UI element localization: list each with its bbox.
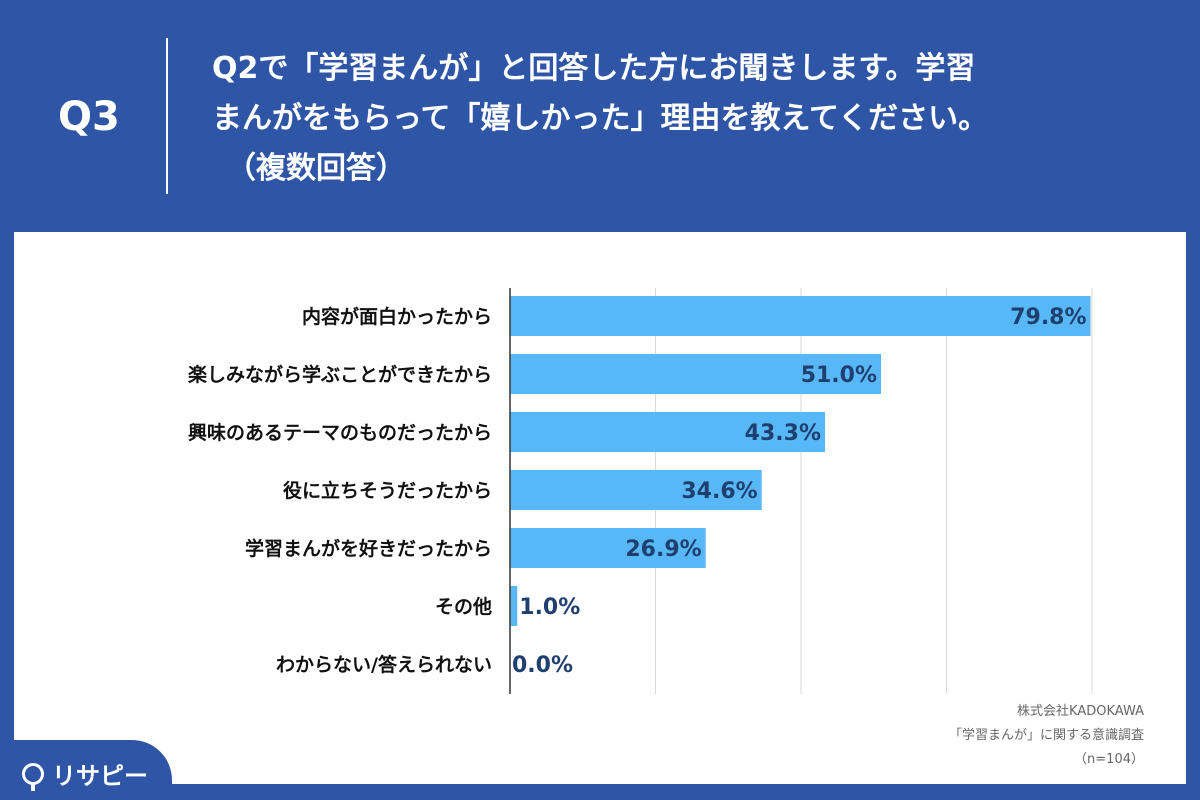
question-text: Q2で「学習まんが」と回答した方にお聞きします。学習 まんがをもらって「嬉しかっ… (212, 44, 1162, 194)
header-divider (166, 38, 168, 194)
category-label: その他 (435, 595, 492, 618)
source-sample-size: （n=104） (1074, 752, 1144, 767)
value-label: 51.0% (801, 363, 877, 388)
brand-logo: リサピー (22, 756, 148, 791)
bar (510, 470, 762, 510)
question-number: Q3 (58, 94, 120, 140)
value-label: 0.0% (512, 653, 573, 678)
header: Q3 Q2で「学習まんが」と回答した方にお聞きします。学習 まんがをもらって「嬉… (0, 0, 1200, 232)
brand-logo-text: リサピー (52, 762, 148, 790)
value-label: 43.3% (745, 421, 821, 446)
question-line-2: まんがをもらって「嬉しかった」理由を教えてください。 (212, 101, 989, 136)
bar (510, 354, 882, 394)
question-line-1: Q2で「学習まんが」と回答した方にお聞きします。学習 (212, 51, 976, 86)
value-label: 34.6% (681, 479, 757, 504)
category-label: 楽しみながら学ぶことができたから (188, 363, 492, 386)
pin-icon (22, 762, 44, 791)
bar (510, 412, 826, 452)
bar (510, 528, 706, 568)
category-label: 内容が面白かったから (302, 305, 492, 328)
source-note: 株式会社KADOKAWA 「学習まんが」に関する意識調査 （n=104） (949, 700, 1144, 772)
chart-panel: 内容が面白かったから 79.8% 楽しみながら学ぶことができたから 51.0% 興味のあ… (14, 232, 1186, 784)
bar-chart: 内容が面白かったから 79.8% 楽しみながら学ぶことができたから 51.0% 興味のあ… (188, 288, 1093, 694)
source-survey: 「学習まんが」に関する意識調査 (948, 728, 1144, 743)
category-label: 学習まんがを好きだったから (245, 537, 492, 560)
category-label: わからない/答えられない (276, 653, 492, 676)
value-label: 79.8% (1010, 305, 1086, 330)
question-line-3: （複数回答） (226, 151, 406, 186)
value-label: 26.9% (625, 537, 701, 562)
category-label: 興味のあるテーマのものだったから (188, 422, 492, 444)
value-label: 1.0% (519, 595, 580, 620)
category-label: 役に立ちそうだったから (283, 479, 492, 502)
bar (510, 586, 518, 626)
source-company: 株式会社KADOKAWA (1017, 704, 1144, 719)
bar (510, 296, 1091, 336)
